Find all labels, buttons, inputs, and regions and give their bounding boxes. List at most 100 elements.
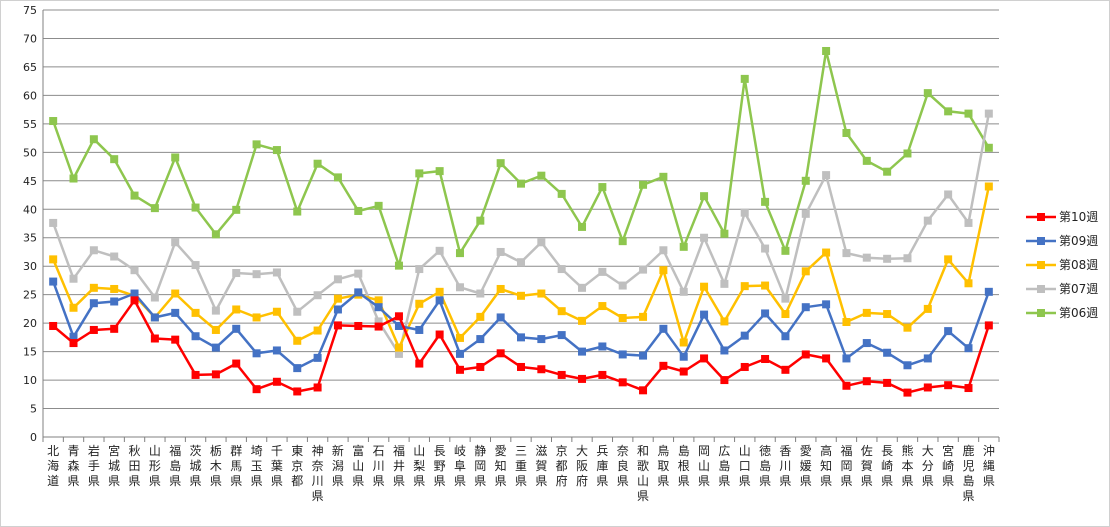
data-point — [69, 303, 78, 312]
data-point — [883, 254, 892, 263]
data-point — [517, 258, 525, 267]
y-tick-label: 60 — [23, 89, 37, 102]
data-point — [374, 322, 383, 331]
data-point — [984, 109, 993, 118]
data-point — [598, 183, 607, 192]
data-point — [394, 312, 403, 321]
data-point — [89, 283, 98, 292]
x-tick-label: 青森県 — [68, 444, 80, 488]
data-point — [964, 109, 973, 118]
data-point — [679, 338, 688, 347]
data-point — [700, 192, 709, 201]
data-point — [659, 324, 668, 333]
x-tick-label: 島根県 — [678, 443, 690, 488]
series-2 — [49, 182, 993, 352]
x-tick-label: 奈良県 — [617, 444, 629, 488]
data-point — [964, 384, 973, 393]
data-point — [740, 74, 749, 83]
x-tick-label: 千葉県 — [271, 444, 283, 488]
data-point — [639, 351, 648, 360]
data-point — [984, 321, 993, 330]
data-point — [171, 238, 180, 247]
x-tick-label: 愛知県 — [495, 444, 507, 488]
x-tick-label: 兵庫県 — [596, 444, 608, 488]
data-point — [455, 365, 464, 374]
data-point — [517, 291, 525, 300]
data-point — [354, 288, 363, 297]
data-point — [578, 283, 587, 292]
data-point — [700, 282, 709, 291]
data-point — [964, 279, 973, 288]
data-point — [639, 265, 648, 274]
series-0 — [49, 296, 993, 397]
data-point — [639, 180, 648, 189]
data-point — [455, 333, 464, 342]
data-point — [659, 172, 668, 181]
data-point — [618, 350, 627, 359]
data-point — [903, 323, 912, 332]
data-point — [598, 267, 607, 276]
data-point — [89, 135, 98, 144]
data-point — [903, 254, 912, 263]
data-point — [130, 266, 139, 275]
data-point — [598, 342, 607, 351]
data-point — [69, 339, 78, 348]
data-point — [354, 206, 363, 215]
data-point — [557, 307, 566, 316]
data-point — [679, 242, 688, 251]
x-tick-label: 静岡県 — [474, 444, 486, 488]
data-point — [822, 46, 831, 55]
x-tick-label: 香川県 — [779, 444, 791, 488]
data-point — [862, 253, 871, 262]
data-point — [435, 167, 444, 176]
y-tick-label: 0 — [30, 431, 37, 444]
x-tick-label: 福井県 — [393, 443, 405, 488]
y-axis: 0 5 10 15 20 25 30 35 40 45 50 55 60 65 70 75 — [23, 4, 44, 444]
gridlines — [43, 9, 999, 438]
data-point — [537, 289, 546, 298]
data-point — [69, 274, 78, 283]
data-point — [740, 362, 749, 371]
data-point — [781, 332, 790, 341]
x-tick-label: 滋賀県 — [535, 444, 547, 488]
data-point — [150, 313, 159, 322]
data-point — [293, 307, 302, 316]
data-point — [89, 246, 98, 255]
data-point — [761, 355, 770, 364]
data-point — [862, 308, 871, 317]
data-point — [801, 267, 810, 276]
data-point — [110, 324, 119, 333]
data-point — [720, 376, 729, 385]
x-tick-label: 茨城県 — [190, 444, 202, 488]
data-point — [313, 291, 322, 300]
data-point — [89, 325, 98, 334]
data-point — [232, 324, 241, 333]
data-point — [883, 348, 892, 357]
data-point — [293, 387, 302, 396]
data-point — [659, 246, 668, 255]
x-tick-label: 広島県 — [718, 444, 730, 488]
data-point — [700, 354, 709, 363]
data-point — [862, 156, 871, 165]
data-point — [333, 321, 342, 330]
data-point — [394, 343, 403, 352]
data-point — [903, 149, 912, 158]
data-point — [944, 190, 953, 199]
data-point — [313, 159, 322, 168]
legend-item: 第07週 — [1026, 282, 1098, 296]
data-point — [455, 349, 464, 358]
data-point — [883, 378, 892, 387]
data-point — [720, 229, 729, 238]
data-point — [211, 306, 220, 315]
data-point — [496, 159, 505, 168]
data-point — [984, 143, 993, 152]
data-point — [944, 381, 953, 390]
data-point — [394, 321, 403, 330]
data-point — [49, 277, 58, 286]
data-point — [374, 317, 383, 326]
data-point — [964, 218, 973, 227]
data-point — [578, 316, 587, 325]
data-point — [557, 189, 566, 198]
